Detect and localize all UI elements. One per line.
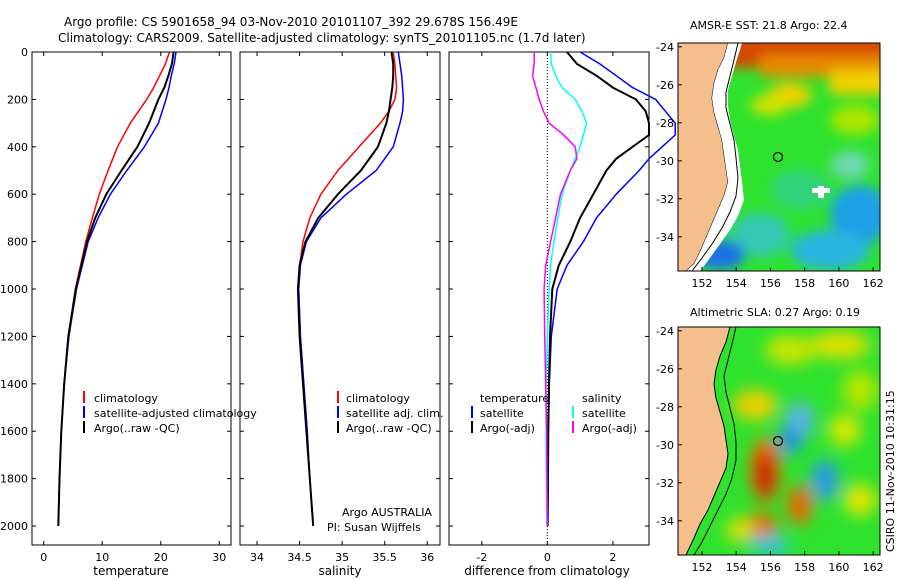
- y-tick-label: 400: [7, 141, 28, 154]
- lon-tick-label: 152: [691, 561, 712, 574]
- lat-tick-label: -34: [656, 231, 674, 244]
- lat-tick-label: -24: [656, 325, 674, 338]
- sst-map-panel: AMSR-E SST: 21.8 Argo: 22.4: [656, 19, 884, 290]
- x-tick-label: 0: [544, 551, 551, 564]
- sla-field: [678, 327, 880, 555]
- salinity-legend: climatology satellite adj. clim. Argo(..…: [337, 391, 443, 435]
- x-tick-label: 20: [154, 551, 168, 564]
- legend-label-argo: Argo(..raw -QC): [94, 422, 180, 435]
- legend-label-argo: Argo(..raw -QC): [346, 422, 432, 435]
- legend-label-sal-satellite: satellite: [582, 407, 626, 420]
- series-line-temperature-argo-adj-: [546, 51, 650, 527]
- sla-map-panel: Altimetric SLA: 0.27 Argo: 0.19: [656, 306, 884, 574]
- legend-label-temp-argo: Argo(-adj): [480, 422, 535, 435]
- salinity-panel: 34 34.5 35 35.5 36 salinity climatology sate…: [239, 51, 443, 578]
- lat-tick-label: -32: [656, 193, 674, 206]
- y-tick-label: 800: [7, 236, 28, 249]
- difference-panel: -2 0 2 difference from climatology tempera…: [448, 51, 676, 578]
- lat-tick-label: -32: [656, 477, 674, 490]
- y-tick-label: 2000: [0, 520, 28, 533]
- legend-label-climatology: climatology: [94, 392, 158, 405]
- y-tick-label: 1600: [0, 425, 28, 438]
- series-line-argo-raw-qc-: [57, 51, 175, 527]
- timestamp-credit: CSIRO 11-Nov-2010 10:31:15: [884, 390, 897, 552]
- x-tick-label: 0: [40, 551, 47, 564]
- y-tick-label: 1000: [0, 283, 28, 296]
- lat-tick-label: -26: [656, 79, 674, 92]
- y-tick-label: 1800: [0, 473, 28, 486]
- lon-tick-label: 156: [760, 561, 781, 574]
- temperature-axes-box: [31, 51, 232, 546]
- sla-map-frame: [677, 326, 881, 556]
- lon-tick-label: 158: [794, 277, 815, 290]
- salinity-axes-box: [239, 51, 441, 546]
- header-line-2: Climatology: CARS2009. Satellite-adjuste…: [58, 31, 586, 45]
- y-tick-label: 1400: [0, 378, 28, 391]
- legend-group-salinity: salinity: [582, 392, 622, 405]
- legend-label-climatology: climatology: [346, 392, 410, 405]
- lon-tick-label: 154: [726, 277, 747, 290]
- lat-tick-label: -34: [656, 515, 674, 528]
- salinity-annotation-1: Argo AUSTRALIA: [342, 506, 432, 519]
- lon-tick-label: 158: [794, 561, 815, 574]
- lon-tick-label: 162: [863, 561, 884, 574]
- difference-axes-box: [448, 51, 650, 546]
- salinity-xlabel: salinity: [318, 564, 361, 578]
- y-tick-label: 600: [7, 188, 28, 201]
- series-line-salinity-argo-adj-: [531, 52, 578, 527]
- x-tick-label: 34.5: [287, 551, 312, 564]
- lon-tick-label: 156: [760, 277, 781, 290]
- sst-map-frame: [677, 42, 881, 272]
- y-tick-label: 0: [21, 46, 28, 59]
- series-line-satellite-adj-clim-: [297, 51, 405, 527]
- lat-tick-label: -30: [656, 155, 674, 168]
- y-tick-label: 200: [7, 93, 28, 106]
- series-line-climatology: [297, 51, 398, 527]
- lat-tick-label: -28: [656, 401, 674, 414]
- header-line-1: Argo profile: CS 5901658_94 03-Nov-2010 …: [64, 15, 518, 29]
- lon-tick-label: 160: [828, 277, 849, 290]
- x-tick-label: 2: [609, 551, 616, 564]
- y-tick-label: 1200: [0, 330, 28, 343]
- sst-argo-marker: [772, 151, 784, 163]
- temperature-xlabel: temperature: [93, 564, 168, 578]
- x-tick-label: -2: [476, 551, 487, 564]
- sst-field: [678, 43, 880, 271]
- lon-tick-label: 154: [726, 561, 747, 574]
- lon-tick-label: 152: [691, 277, 712, 290]
- salinity-annotation-2: PI: Susan Wijffels: [327, 521, 421, 534]
- lat-tick-label: -28: [656, 117, 674, 130]
- series-line-argo-raw-qc-: [296, 51, 395, 527]
- sla-argo-marker: [772, 435, 784, 447]
- lat-tick-label: -24: [656, 41, 674, 54]
- sla-map-title: Altimetric SLA: 0.27 Argo: 0.19: [690, 306, 860, 319]
- x-tick-label: 30: [212, 551, 226, 564]
- x-tick-label: 10: [95, 551, 109, 564]
- lon-tick-label: 160: [828, 561, 849, 574]
- lat-tick-label: -30: [656, 439, 674, 452]
- lat-tick-label: -26: [656, 363, 674, 376]
- temperature-legend: climatology satellite-adjusted climatolo…: [83, 391, 257, 435]
- lon-tick-label: 162: [863, 277, 884, 290]
- legend-label-satellite: satellite-adjusted climatology: [94, 407, 257, 420]
- legend-label-temp-satellite: satellite: [480, 407, 524, 420]
- x-tick-label: 35.5: [372, 551, 397, 564]
- x-tick-label: 36: [420, 551, 434, 564]
- temperature-panel: 0 10 20 30 0 200 400 600 800 1000 1200 1400 1600 1800…: [0, 46, 257, 578]
- legend-label-satellite: satellite adj. clim.: [346, 407, 443, 420]
- difference-xlabel: difference from climatology: [464, 564, 630, 578]
- difference-legend: temperature satellite Argo(-adj) salinit…: [471, 392, 637, 435]
- legend-group-temperature: temperature: [480, 392, 549, 405]
- x-tick-label: 35: [335, 551, 349, 564]
- legend-label-sal-argo: Argo(-adj): [582, 422, 637, 435]
- sst-map-title: AMSR-E SST: 21.8 Argo: 22.4: [690, 19, 848, 32]
- x-tick-label: 34: [250, 551, 264, 564]
